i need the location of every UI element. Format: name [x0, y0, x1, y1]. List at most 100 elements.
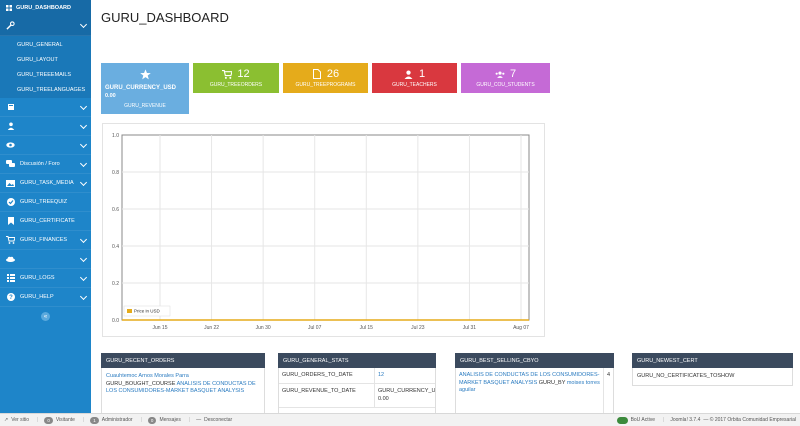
view-site-link[interactable]: ↗ Ver sitio — [4, 417, 29, 423]
teachers-count: 1 — [418, 68, 426, 80]
check-circle-icon — [6, 198, 15, 207]
panel-newest-cert: GURU_NEWEST_CERT GURU_NO_CERTIFICATES_TO… — [632, 353, 793, 386]
sidebar-header-label: GURU_DASHBOARD — [16, 5, 72, 11]
tile-students[interactable]: 7 GURU_COU_STUDENTS — [461, 63, 550, 93]
separator: | — [82, 417, 85, 423]
submenu-item-languages[interactable]: GURU_TREELANGUAGES — [17, 86, 86, 93]
separator: | — [663, 417, 665, 423]
best-seller-cell: ANALISIS DE CONDUCTAS DE LOS CONSUMIDORE… — [456, 368, 604, 413]
chevron-down-icon — [79, 20, 88, 29]
bought-label: GURU_BOUGHT_COURSE — [106, 380, 176, 387]
course-link[interactable]: ANALISIS DE CONDUCTAS DE LOS CONSUMIDORE… — [459, 372, 600, 386]
author-link[interactable]: moises torres aguilar — [459, 379, 600, 394]
x-tick-label: Jul 23 — [411, 325, 425, 331]
sidebar-item-help[interactable]: ? GURU_HELP — [0, 288, 91, 307]
bookmark-icon — [6, 217, 15, 226]
sidebar-item-teachers[interactable] — [0, 117, 91, 136]
messages-status[interactable]: 0 Mensajes — [147, 416, 181, 424]
separator: | — [140, 417, 142, 423]
sidebar-item-label: GURU_FINANCES — [20, 237, 68, 243]
sidebar-item-quiz[interactable]: GURU_TREEQUIZ — [0, 193, 91, 212]
plot-area — [121, 134, 530, 321]
tile-orders[interactable]: 12 GURU_TREEORDERS — [193, 63, 279, 93]
stat-value-link[interactable]: 12 — [378, 372, 385, 378]
sidebar-item-cloud[interactable] — [0, 250, 91, 269]
y-tick-label: 1.0 — [112, 133, 119, 139]
external-link-icon: ↗ — [4, 417, 9, 423]
students-count: 7 — [509, 68, 517, 80]
chevron-down-icon — [79, 292, 88, 301]
course-link[interactable]: ANALISIS DE CONDUCTAS DE LOS CONSUMIDORE… — [106, 380, 256, 395]
revenue-label: GURU_REVENUE — [124, 103, 166, 109]
chevron-down-icon — [79, 235, 88, 244]
sidebar-item-certificate[interactable]: GURU_CERTIFICATE — [0, 212, 91, 231]
orders-count: 12 — [237, 68, 250, 80]
panel-title: GURU_BEST_SELLING_CBYO — [455, 353, 614, 368]
tile-programs[interactable]: 26 GURU_TREEPROGRAMS — [283, 63, 368, 93]
programs-label: GURU_TREEPROGRAMS — [295, 82, 356, 88]
sidebar-item-forum[interactable]: Discusión / Foro — [0, 155, 91, 174]
image-icon — [6, 179, 15, 188]
legend-swatch — [127, 309, 132, 313]
panel-body: Cuauhtemoc Arnos Morales Parra GURU_BOUG… — [101, 368, 265, 414]
customer-link[interactable]: Cuauhtemoc Arnos Morales Parra — [106, 373, 189, 379]
main-content: GURU_DASHBOARD GURU_CURRENCY_USD 0.00 GU… — [91, 0, 800, 414]
stat-tiles: GURU_CURRENCY_USD 0.00 GURU_REVENUE 12 G… — [101, 63, 554, 114]
visitors-status[interactable]: 0 Visitante — [44, 416, 75, 424]
list-icon — [6, 274, 15, 283]
sidebar-item-label: GURU_LOGS — [20, 275, 55, 281]
panel-title: GURU_NEWEST_CERT — [632, 353, 793, 368]
sidebar-item-settings[interactable] — [0, 16, 91, 36]
chevron-down-icon — [79, 121, 88, 130]
page-title: GURU_DASHBOARD — [101, 10, 229, 25]
x-tick-label: Jul 07 — [308, 325, 322, 331]
svg-text:?: ? — [9, 295, 13, 301]
double-chevron-left-icon: « — [43, 313, 48, 320]
sidebar-item-label: GURU_TREEQUIZ — [20, 199, 68, 205]
y-tick-label: 0.6 — [112, 207, 119, 213]
chevron-down-icon — [79, 273, 88, 282]
copyright-label: — © 2017 Orbita Comunidad Empresarial — [703, 417, 796, 423]
submenu-item-general[interactable]: GURU_GENERAL — [17, 41, 63, 48]
x-tick-label: Jun 15 — [152, 325, 167, 331]
legend-label: Price in USD — [134, 309, 161, 314]
sidebar-item-label: Discusión / Foro — [20, 161, 60, 167]
comments-icon — [6, 160, 15, 169]
messages-label: Mensajes — [159, 417, 181, 423]
table-row: GURU_ORDERS_TO_DATE 12 — [279, 368, 435, 385]
y-tick-label: 0.4 — [112, 244, 119, 250]
admins-count: 1 — [90, 416, 99, 424]
sidebar-item-courses[interactable] — [0, 98, 91, 117]
chevron-down-icon — [79, 254, 88, 263]
chart-svg: 0.0 0.2 0.4 0.6 0.8 1.0 Jun 15 Jun 22 Jun 30 Jul … — [112, 133, 530, 331]
revenue-chart: 0.0 0.2 0.4 0.6 0.8 1.0 Jun 15 Jun 22 Jun 30 Jul … — [102, 123, 545, 337]
panel-body: GURU_NO_CERTIFICATES_TOSHOW — [632, 368, 793, 386]
sidebar-item-view[interactable] — [0, 136, 91, 155]
sidebar-item-task-media[interactable]: GURU_TASK_MEDIA — [0, 174, 91, 193]
status-bar: ↗ Ver sitio | 0 Visitante | 1 Administra… — [0, 413, 800, 426]
cart-icon — [6, 236, 15, 245]
programs-count: 26 — [326, 68, 340, 80]
cloud-icon — [6, 255, 15, 264]
sidebar-item-label: GURU_CERTIFICATE — [20, 218, 75, 224]
submenu-item-layout[interactable]: GURU_LAYOUT — [17, 56, 58, 63]
no-certificates-text: GURU_NO_CERTIFICATES_TOSHOW — [637, 373, 735, 379]
bou-status[interactable]: BoU Active — [616, 416, 655, 424]
sidebar: GURU_DASHBOARD GURU_GENERAL GURU_LAYOUT … — [0, 0, 91, 413]
tile-revenue[interactable]: GURU_CURRENCY_USD 0.00 GURU_REVENUE — [101, 63, 189, 114]
logout-link[interactable]: — Desconectar — [196, 417, 232, 423]
sidebar-collapse-button[interactable]: « — [41, 312, 50, 321]
teachers-label: GURU_TEACHERS — [392, 82, 437, 88]
tile-teachers[interactable]: 1 GURU_TEACHERS — [372, 63, 457, 93]
panel-body: GURU_ORDERS_TO_DATE 12 GURU_REVENUE_TO_D… — [278, 368, 436, 414]
sidebar-submenu: GURU_GENERAL GURU_LAYOUT GURU_TREEEMAILS… — [0, 36, 91, 98]
view-site-label: Ver sitio — [11, 417, 29, 423]
stat-label: GURU_ORDERS_TO_DATE — [279, 368, 375, 384]
sidebar-header[interactable]: GURU_DASHBOARD — [0, 0, 91, 16]
admins-status[interactable]: 1 Administrador — [90, 416, 133, 424]
sidebar-item-finances[interactable]: GURU_FINANCES — [0, 231, 91, 250]
minus-icon: — — [196, 417, 202, 423]
sidebar-item-logs[interactable]: GURU_LOGS — [0, 269, 91, 288]
sidebar-item-label: GURU_HELP — [20, 294, 54, 300]
submenu-item-emails[interactable]: GURU_TREEEMAILS — [17, 71, 72, 78]
